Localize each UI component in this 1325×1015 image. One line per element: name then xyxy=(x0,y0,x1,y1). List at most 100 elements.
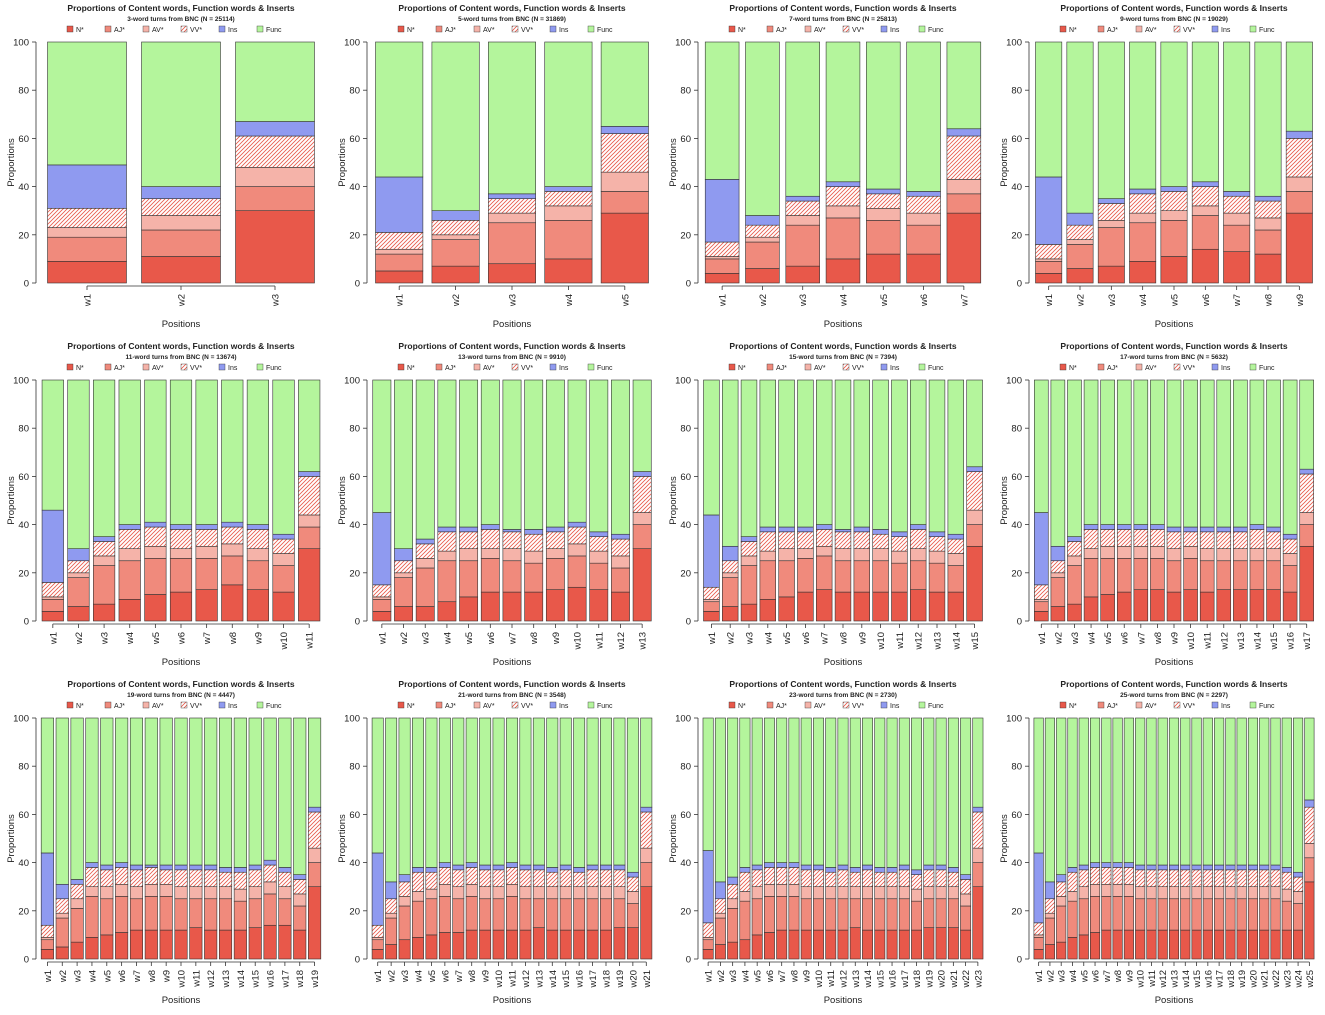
bar-segment-ins xyxy=(776,862,788,868)
bar-segment-aj xyxy=(298,526,321,549)
bar-segment-ins xyxy=(544,186,593,192)
bar-segment-vv xyxy=(372,584,392,598)
bar-w10 xyxy=(567,379,587,622)
bar-segment-ins xyxy=(1247,864,1258,871)
bar-segment-aj xyxy=(47,236,127,262)
chart-subtitle: 9-word turns from BNC (N = 19029) xyxy=(1120,16,1228,23)
bar-segment-ins xyxy=(1112,862,1123,868)
x-axis-label: Positions xyxy=(493,319,532,330)
y-tick-label: 40 xyxy=(1011,858,1022,869)
bar-segment-ins xyxy=(1067,536,1082,542)
bar-segment-aj xyxy=(431,239,480,267)
bar-segment-n xyxy=(1254,253,1282,284)
bar-segment-vv xyxy=(93,541,116,557)
bar-segment-n xyxy=(1033,949,1044,960)
bar-segment-aj xyxy=(506,896,518,931)
bar-w16 xyxy=(1202,717,1213,960)
y-axis-label: Proportions xyxy=(337,138,348,187)
bar-segment-func xyxy=(837,717,849,866)
legend-label: VV* xyxy=(190,365,202,372)
bar-segment-vv xyxy=(431,220,480,236)
bar-segment-aj xyxy=(218,898,233,931)
bar-segment-n xyxy=(169,591,193,622)
bar-segment-av xyxy=(1216,548,1232,562)
bar-segment-av xyxy=(600,886,612,900)
bar-segment-aj xyxy=(385,917,398,945)
bar-segment-vv xyxy=(745,224,780,238)
bar-segment-ins xyxy=(898,864,910,871)
bar-segment-n xyxy=(849,927,861,960)
bar-segment-func xyxy=(1116,379,1132,525)
bar-segment-vv xyxy=(1214,869,1225,888)
bar-w4 xyxy=(1067,717,1078,960)
bar-segment-n xyxy=(141,256,221,284)
bar-segment-n xyxy=(488,263,536,284)
bar-segment-av xyxy=(398,896,411,907)
y-tick-label: 100 xyxy=(1006,38,1022,49)
bar-segment-av xyxy=(438,883,451,897)
y-tick-label: 0 xyxy=(355,279,360,290)
x-tick-label: w15 xyxy=(251,970,262,988)
x-tick-label: w21 xyxy=(1260,970,1271,988)
bar-segment-av xyxy=(47,227,127,238)
bar-segment-ins xyxy=(293,874,307,880)
bar-w12 xyxy=(519,717,532,960)
bar-segment-vv xyxy=(813,869,824,888)
bar-segment-func xyxy=(1146,717,1157,866)
bar-segment-func xyxy=(544,41,593,187)
chart-subtitle: 25-word turns from BNC (N = 2297) xyxy=(1120,692,1228,699)
bar-segment-n xyxy=(751,934,763,960)
bar-segment-av xyxy=(559,886,572,900)
bar-w6 xyxy=(763,717,775,960)
y-axis-label: Proportions xyxy=(6,138,17,187)
chart-panel: Proportions of Content words, Function w… xyxy=(662,338,993,676)
legend-swatch-n xyxy=(1059,25,1067,33)
bar-segment-func xyxy=(1223,41,1251,192)
x-tick-label: w1 xyxy=(707,632,718,645)
bar-segment-vv xyxy=(308,811,322,849)
bar-segment-func xyxy=(947,379,964,535)
bar-segment-func xyxy=(1083,379,1099,525)
bar-segment-av xyxy=(1281,888,1292,902)
bar-segment-av xyxy=(479,886,492,900)
legend-swatch-func xyxy=(587,25,595,33)
legend-swatch-n xyxy=(1059,363,1067,371)
bar-segment-ins xyxy=(415,538,435,545)
bar-w4 xyxy=(1129,41,1157,284)
legend-swatch-aj xyxy=(1097,363,1105,371)
bar-segment-av xyxy=(298,514,321,528)
bar-segment-aj xyxy=(263,893,277,926)
bar-w5 xyxy=(1078,717,1089,960)
bar-segment-aj xyxy=(1044,917,1055,945)
bar-segment-vv xyxy=(586,869,599,888)
bar-segment-aj xyxy=(759,560,776,600)
bar-segment-aj xyxy=(544,220,593,260)
legend-swatch-aj xyxy=(435,25,443,33)
bar-segment-vv xyxy=(544,191,593,207)
bar-segment-vv xyxy=(415,543,435,559)
bar-segment-vv xyxy=(611,538,630,557)
bar-segment-aj xyxy=(776,896,788,931)
x-tick-label: w6 xyxy=(765,970,776,983)
bar-segment-func xyxy=(1157,717,1168,866)
bar-segment-func xyxy=(415,379,435,540)
bar-segment-ins xyxy=(308,806,322,813)
bar-segment-vv xyxy=(1101,867,1112,885)
bar-segment-aj xyxy=(1166,560,1182,593)
bar-segment-aj xyxy=(1191,215,1219,250)
bar-segment-vv xyxy=(837,869,849,888)
x-tick-label: w13 xyxy=(534,970,545,988)
bar-segment-av xyxy=(1191,886,1202,900)
chart-subtitle: 17-word turns from BNC (N = 5632) xyxy=(1120,354,1228,361)
y-tick-label: 60 xyxy=(18,472,29,483)
bar-segment-aj xyxy=(1100,558,1115,595)
bar-w8 xyxy=(1254,41,1282,284)
bar-segment-func xyxy=(1180,717,1191,866)
legend-label: AV* xyxy=(814,27,826,34)
x-tick-label: w23 xyxy=(1282,970,1293,988)
bar-segment-n xyxy=(898,929,910,960)
bar-segment-av xyxy=(800,886,812,900)
bar-segment-vv xyxy=(1157,869,1168,888)
bar-segment-vv xyxy=(233,871,247,890)
bar-segment-ins xyxy=(1199,526,1215,533)
